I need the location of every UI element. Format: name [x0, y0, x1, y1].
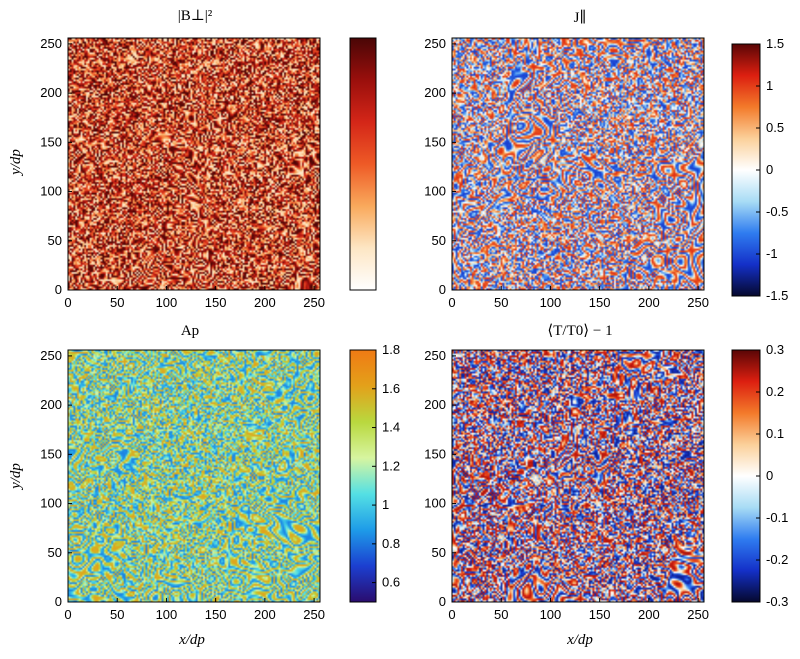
y-tick-label: 0: [439, 282, 446, 297]
heatmap-image-3: [68, 350, 320, 602]
plot-frame: [451, 37, 705, 291]
heatmap-image-1: [68, 38, 320, 290]
y-tick-label: 150: [40, 134, 62, 149]
panel-4: 0 50 100 150 200 250 0 50 100 150 200 250 ⟨T/T0⟩ − 1…: [424, 323, 788, 648]
x-tick-label: 200: [254, 295, 276, 310]
x-tick-label: 100: [540, 607, 562, 622]
y-tick-label: 200: [424, 397, 446, 412]
x-axis-label: x/dp: [566, 632, 593, 648]
colorbar-tick-label: 0.6: [382, 575, 400, 590]
panel-3: 0 50 100 150 200 250 0 50 100 150 200 250 Ap y/dp x/dp…: [8, 323, 400, 648]
y-tick-label: 50: [48, 545, 62, 560]
x-tick-label: 150: [589, 607, 611, 622]
y-tick-label: 150: [424, 446, 446, 461]
y-tick-label: 250: [40, 348, 62, 363]
x-tick-label: 0: [448, 295, 455, 310]
y-tick-label: 250: [40, 36, 62, 51]
colorbar-tick-label: 0.8: [382, 536, 400, 551]
colorbar-tick-label: -1: [766, 246, 778, 261]
y-tick-label: 100: [424, 496, 446, 511]
y-tick-label: 200: [424, 85, 446, 100]
y-tick-label: 200: [40, 85, 62, 100]
y-tick-label: 50: [432, 545, 446, 560]
colorbar-tick-label: 0.5: [766, 120, 784, 135]
y-tick-label: 50: [48, 233, 62, 248]
panel-2: 0 50 100 150 200 250 0 50 100 150 200 250 J∥ 1.5 1 0.5 0…: [424, 9, 788, 310]
colorbar-tick-label: 0.1: [766, 426, 784, 441]
y-tick-label: 150: [424, 134, 446, 149]
colorbar-tick-label: -0.2: [766, 552, 788, 567]
x-tick-label: 200: [254, 607, 276, 622]
panel-title: Ap: [181, 323, 199, 339]
colorbar: [731, 349, 761, 603]
y-tick-label: 250: [424, 36, 446, 51]
panel-title: ⟨T/T0⟩ − 1: [547, 323, 612, 339]
x-tick-label: 200: [638, 295, 660, 310]
colorbar: [349, 349, 377, 603]
y-tick-label: 100: [40, 184, 62, 199]
panel-title: |B⊥|²: [178, 8, 213, 24]
colorbar-tick-label: -0.5: [766, 204, 788, 219]
colorbar-tick-label: 0.2: [766, 384, 784, 399]
x-tick-label: 0: [64, 295, 71, 310]
x-tick-label: 50: [494, 295, 508, 310]
x-tick-label: 0: [448, 607, 455, 622]
x-tick-label: 150: [205, 295, 227, 310]
y-tick-label: 200: [40, 397, 62, 412]
heatmap-image-2: [452, 38, 704, 290]
x-tick-label: 0: [64, 607, 71, 622]
y-axis-label: y/dp: [8, 149, 24, 177]
x-axis-label: x/dp: [178, 632, 205, 648]
x-tick-label: 50: [110, 295, 124, 310]
colorbar-tick-label: -1.5: [766, 288, 788, 303]
colorbar-tick-label: -0.1: [766, 510, 788, 525]
y-tick-label: 0: [55, 282, 62, 297]
colorbar-tick-label: 1: [382, 497, 389, 512]
x-tick-label: 150: [205, 607, 227, 622]
x-tick-label: 150: [589, 295, 611, 310]
y-tick-label: 0: [439, 594, 446, 609]
colorbar-tick-label: 0: [766, 162, 773, 177]
colorbar-tick-label: 0: [766, 468, 773, 483]
panel-title: J∥: [574, 9, 587, 26]
x-tick-label: 100: [156, 607, 178, 622]
colorbar-tick-label: 1.2: [382, 458, 400, 473]
plot-frame: [451, 349, 705, 603]
x-tick-label: 250: [303, 607, 325, 622]
y-tick-label: 150: [40, 446, 62, 461]
x-tick-label: 250: [687, 295, 709, 310]
colorbar-tick-label: 1.5: [766, 36, 784, 51]
colorbar: [349, 37, 377, 291]
y-tick-label: 50: [432, 233, 446, 248]
x-tick-label: 250: [687, 607, 709, 622]
plot-frame: [67, 37, 321, 291]
x-tick-label: 50: [494, 607, 508, 622]
x-tick-label: 100: [540, 295, 562, 310]
colorbar-tick-label: 1.4: [382, 420, 400, 435]
x-tick-label: 100: [156, 295, 178, 310]
panel-1: 0 50 100 150 200 250 0 50 100 150 200 250 |B⊥|² y/dp: [8, 8, 377, 310]
y-tick-label: 0: [55, 594, 62, 609]
colorbar-tick-label: 1.6: [382, 381, 400, 396]
colorbar: [731, 43, 761, 297]
y-tick-label: 250: [424, 348, 446, 363]
y-tick-label: 100: [40, 496, 62, 511]
y-axis-label: y/dp: [8, 463, 24, 491]
x-tick-label: 50: [110, 607, 124, 622]
plot-frame: [67, 349, 321, 603]
colorbar-tick-label: 0.3: [766, 342, 784, 357]
colorbar-tick-label: -0.3: [766, 594, 788, 609]
heatmap-image-4: [452, 350, 704, 602]
colorbar-tick-label: 1.8: [382, 342, 400, 357]
x-tick-label: 250: [303, 295, 325, 310]
y-tick-label: 100: [424, 184, 446, 199]
colorbar-tick-label: 1: [766, 78, 773, 93]
x-tick-label: 200: [638, 607, 660, 622]
